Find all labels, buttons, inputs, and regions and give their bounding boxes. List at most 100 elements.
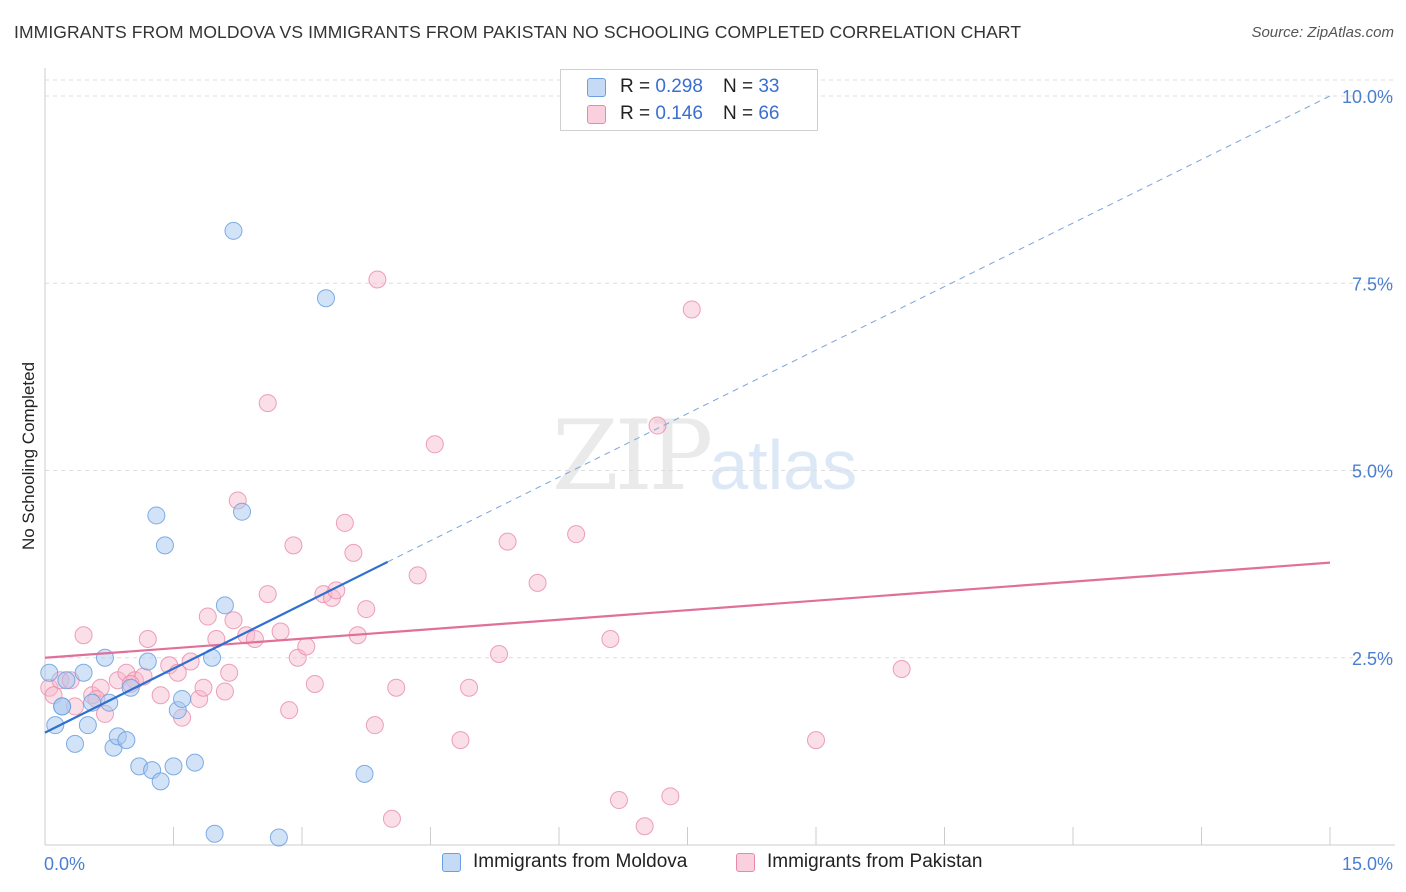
pakistan-point xyxy=(567,525,586,544)
bottom-pakistan-label: Immigrants from Pakistan xyxy=(767,851,983,872)
axes xyxy=(44,68,1395,846)
pakistan-point xyxy=(408,566,427,585)
moldova-point xyxy=(53,697,72,716)
pakistan-point xyxy=(451,731,470,750)
moldova-point xyxy=(224,221,243,240)
moldova-point xyxy=(65,734,84,753)
moldova-trend-line xyxy=(44,560,389,734)
moldova-point xyxy=(173,689,192,708)
moldova-point xyxy=(316,289,335,308)
moldova-point xyxy=(40,663,59,682)
moldova-point xyxy=(117,731,136,750)
pakistan-point xyxy=(271,622,290,641)
pakistan-point xyxy=(528,573,547,592)
moldova-point xyxy=(233,502,252,521)
bottom-legend-moldova: Immigrants from Moldova xyxy=(442,851,687,873)
pakistan-point xyxy=(220,663,239,682)
watermark-atlas: atlas xyxy=(709,426,858,504)
pakistan-point xyxy=(335,513,354,532)
moldova-n-value: 33 xyxy=(758,76,780,97)
pakistan-point xyxy=(305,674,324,693)
pakistan-point xyxy=(245,630,264,649)
y-tick-label: 7.5% xyxy=(1352,274,1393,294)
pakistan-point xyxy=(198,607,217,626)
moldova-r-label: R = xyxy=(620,76,651,97)
pakistan-point xyxy=(807,731,825,750)
pakistan-point xyxy=(151,686,170,705)
moldova-trend-extension xyxy=(387,95,1331,563)
x-tick-label: 0.0% xyxy=(44,854,85,874)
pakistan-point xyxy=(215,682,234,701)
moldova-n-label: N = xyxy=(722,76,754,97)
tick-labels: 2.5% 5.0% 7.5% 10.0% 0.0% 15.0% xyxy=(44,87,1393,874)
trend-lines xyxy=(44,95,1331,734)
moldova-point xyxy=(164,757,183,776)
pakistan-point xyxy=(365,716,384,735)
pakistan-point xyxy=(181,652,200,671)
pakistan-point xyxy=(297,637,316,656)
pakistan-point xyxy=(368,270,387,289)
pakistan-point xyxy=(258,585,277,604)
bottom-pakistan-swatch xyxy=(736,852,755,872)
moldova-point xyxy=(57,671,76,690)
pakistan-point xyxy=(284,536,303,555)
pakistan-point xyxy=(460,678,479,697)
pakistan-point xyxy=(635,817,654,836)
grid-lines xyxy=(45,79,1395,659)
pakistan-trend-line xyxy=(44,561,1331,659)
moldova-point xyxy=(155,536,174,555)
pakistan-point xyxy=(194,678,213,697)
pakistan-point xyxy=(490,645,509,664)
chart-title: IMMIGRANTS FROM MOLDOVA VS IMMIGRANTS FR… xyxy=(14,22,1022,42)
pakistan-point xyxy=(648,416,667,435)
pakistan-n-label: N = xyxy=(722,103,754,124)
bottom-moldova-label: Immigrants from Moldova xyxy=(473,851,688,872)
y-tick-label: 5.0% xyxy=(1352,462,1393,482)
bottom-legend-pakistan: Immigrants from Pakistan xyxy=(736,851,982,873)
pakistan-point xyxy=(74,626,93,645)
source-label: Source: ZipAtlas.com xyxy=(1251,24,1394,41)
pakistan-point xyxy=(892,659,911,678)
pakistan-point xyxy=(344,543,363,562)
pakistan-point xyxy=(661,787,680,806)
x-tick-marks xyxy=(173,827,1331,845)
legend-row-moldova: R = 0.298 N = 33 xyxy=(587,75,779,99)
x-tick-label: 15.0% xyxy=(1342,854,1393,874)
moldova-point xyxy=(355,764,374,783)
moldova-point xyxy=(138,652,157,671)
moldova-point xyxy=(215,596,234,615)
moldova-points xyxy=(40,221,374,847)
pakistan-n-value: 66 xyxy=(758,103,780,124)
pakistan-r-value: 0.146 xyxy=(655,103,703,124)
pakistan-point xyxy=(425,435,444,454)
pakistan-point xyxy=(382,809,401,828)
moldova-swatch xyxy=(587,77,606,97)
watermark: ZIPatlas xyxy=(552,400,857,512)
bottom-moldova-swatch xyxy=(442,852,461,872)
pakistan-swatch xyxy=(587,104,606,124)
watermark-zip: ZIP xyxy=(552,400,713,512)
pakistan-point xyxy=(609,791,628,810)
pakistan-r-label: R = xyxy=(620,103,651,124)
pakistan-point xyxy=(682,300,701,319)
pakistan-points xyxy=(40,270,911,836)
moldova-point xyxy=(269,828,288,847)
pakistan-point xyxy=(357,600,376,619)
pakistan-point xyxy=(258,394,277,413)
y-tick-label: 2.5% xyxy=(1352,649,1393,669)
moldova-point xyxy=(205,824,224,843)
moldova-point xyxy=(147,506,166,525)
moldova-point xyxy=(78,716,97,735)
pakistan-point xyxy=(387,678,406,697)
y-tick-label: 10.0% xyxy=(1342,87,1393,107)
legend-row-pakistan: R = 0.146 N = 66 xyxy=(587,102,779,126)
pakistan-point xyxy=(138,630,157,649)
pakistan-point xyxy=(280,701,299,720)
correlation-legend: R = 0.298 N = 33 R = 0.146 N = 66 xyxy=(560,69,818,131)
moldova-point xyxy=(185,753,204,772)
moldova-r-value: 0.298 xyxy=(655,76,703,97)
moldova-point xyxy=(74,663,93,682)
pakistan-point xyxy=(224,611,243,630)
y-axis-title: No Schooling Completed xyxy=(19,362,38,550)
